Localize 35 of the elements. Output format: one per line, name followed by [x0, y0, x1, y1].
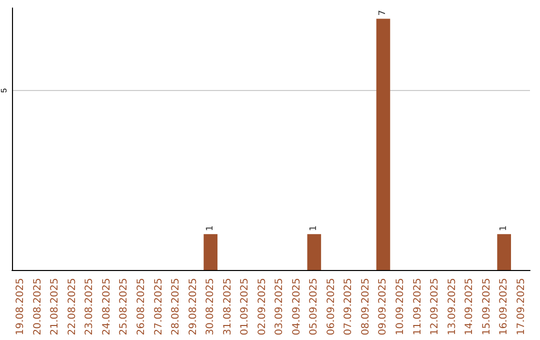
- x-tick-label: 09.09.2025: [378, 278, 389, 336]
- x-tick-label: 08.09.2025: [360, 278, 372, 336]
- x-tick-label: 16.09.2025: [498, 278, 510, 336]
- x-tick-label: 11.09.2025: [412, 278, 424, 336]
- data-label: 7: [378, 10, 388, 16]
- x-tick-label: 29.08.2025: [188, 278, 199, 336]
- x-tick-label: 25.08.2025: [118, 278, 130, 336]
- x-tick-label: 06.09.2025: [326, 278, 337, 336]
- x-tick-label: 19.08.2025: [15, 278, 26, 336]
- data-label: 1: [206, 225, 216, 232]
- x-tick-label: 03.09.2025: [274, 278, 286, 336]
- x-tick-label: 17.09.2025: [516, 278, 527, 336]
- x-tick-label: 21.08.2025: [50, 278, 61, 336]
- x-tick-label: 05.09.2025: [308, 278, 320, 336]
- x-tick-label: 15.09.2025: [481, 278, 492, 336]
- x-tick-label: 20.08.2025: [32, 278, 44, 336]
- x-tick-label: 22.08.2025: [66, 278, 78, 336]
- x-tick-label: 13.09.2025: [446, 278, 458, 336]
- x-tick-label: 31.08.2025: [222, 278, 234, 336]
- x-tick-label: 01.09.2025: [240, 278, 251, 336]
- x-tick-label: 02.09.2025: [256, 278, 268, 336]
- x-tick-label: 28.08.2025: [170, 278, 182, 336]
- x-tick-label: 10.09.2025: [395, 278, 406, 336]
- x-tick-label: 23.08.2025: [84, 278, 96, 336]
- x-tick-label: 07.09.2025: [343, 278, 354, 336]
- x-tick-label: 30.08.2025: [205, 278, 216, 336]
- x-tick-label: 04.09.2025: [291, 278, 302, 336]
- x-tick-label: 12.09.2025: [430, 278, 441, 336]
- x-tick-label: 14.09.2025: [464, 278, 476, 336]
- data-label: 1: [309, 225, 320, 232]
- x-tick-label: 24.08.2025: [101, 278, 112, 336]
- x-tick-label: 27.08.2025: [153, 278, 164, 336]
- x-tick-label: 26.08.2025: [136, 278, 147, 336]
- data-label: 1: [499, 225, 510, 232]
- y-tick-label: 5: [0, 88, 8, 93]
